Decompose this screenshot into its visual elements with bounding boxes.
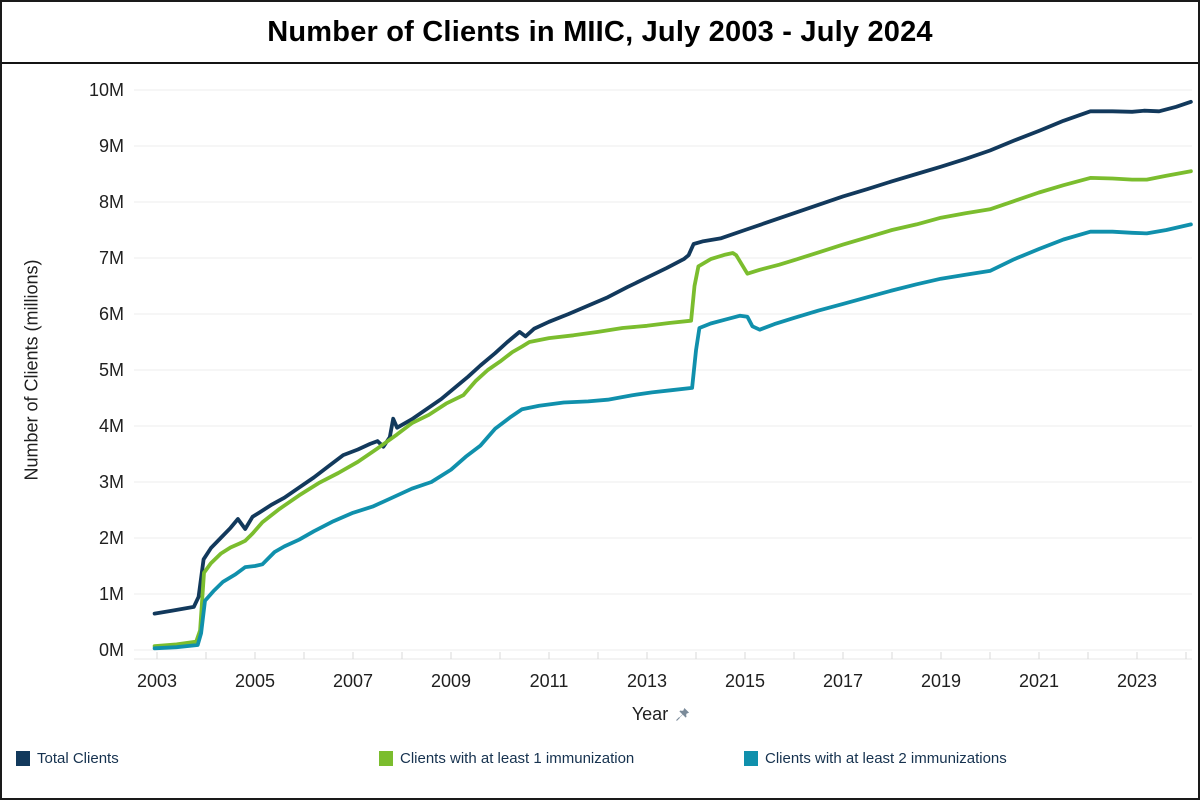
legend-label: Total Clients bbox=[37, 750, 119, 767]
y-tick-label-8M: 8M bbox=[98, 192, 124, 212]
y-tick-label-7M: 7M bbox=[98, 248, 124, 268]
legend-label: Clients with at least 2 immunizations bbox=[765, 750, 1007, 767]
x-tick-label-2019: 2019 bbox=[920, 671, 962, 691]
line-series-clients-with-at-least-2-immunizations bbox=[152, 222, 1193, 651]
line-series-clients-with-at-least-1-immunization bbox=[152, 169, 1193, 648]
x-tick-label-2013: 2013 bbox=[626, 671, 668, 691]
x-tick-label-2009: 2009 bbox=[430, 671, 472, 691]
pushpin-icon bbox=[676, 707, 690, 721]
y-tick-label-0M: 0M bbox=[98, 640, 124, 660]
y-tick-label-4M: 4M bbox=[98, 416, 124, 436]
y-tick-label-2M: 2M bbox=[98, 528, 124, 548]
y-tick-label-10M: 10M bbox=[88, 80, 124, 100]
y-axis-title: Number of Clients (millions) bbox=[21, 259, 42, 481]
y-tick-label-5M: 5M bbox=[98, 360, 124, 380]
legend-item-clients-with-at-least-2-immunizations[interactable]: Clients with at least 2 immunizations bbox=[744, 750, 1007, 767]
y-tick-label-6M: 6M bbox=[98, 304, 124, 324]
legend-swatch bbox=[379, 751, 393, 766]
legend-label: Clients with at least 1 immunization bbox=[400, 750, 635, 767]
y-tick-label-9M: 9M bbox=[98, 136, 124, 156]
x-tick-label-2023: 2023 bbox=[1116, 671, 1158, 691]
x-axis-title: Year bbox=[631, 704, 669, 724]
x-axis-title-row: Year bbox=[134, 704, 1188, 725]
y-tick-label-3M: 3M bbox=[98, 472, 124, 492]
title-bar: Number of Clients in MIIC, July 2003 - J… bbox=[2, 2, 1198, 64]
x-tick-label-2005: 2005 bbox=[234, 671, 276, 691]
legend-swatch bbox=[744, 751, 758, 766]
x-tick-label-2011: 2011 bbox=[529, 671, 569, 691]
legend-swatch bbox=[16, 751, 30, 766]
legend-item-total-clients[interactable]: Total Clients bbox=[16, 750, 119, 767]
legend-item-clients-with-at-least-1-immunization[interactable]: Clients with at least 1 immunization bbox=[379, 750, 634, 767]
x-tick-label-2015: 2015 bbox=[724, 671, 766, 691]
y-tick-label-1M: 1M bbox=[98, 584, 124, 604]
line-series-total-clients bbox=[152, 99, 1193, 616]
x-tick-label-2003: 2003 bbox=[136, 671, 178, 691]
x-tick-label-2021: 2021 bbox=[1018, 671, 1060, 691]
x-tick-label-2017: 2017 bbox=[822, 671, 864, 691]
chart-title: Number of Clients in MIIC, July 2003 - J… bbox=[267, 15, 933, 48]
x-tick-label-2007: 2007 bbox=[332, 671, 374, 691]
